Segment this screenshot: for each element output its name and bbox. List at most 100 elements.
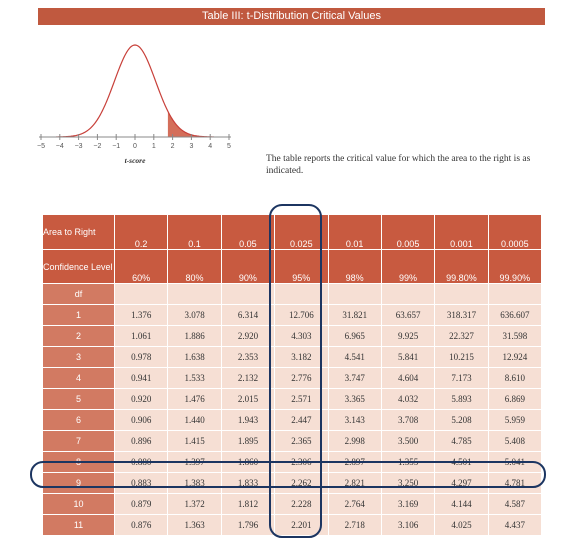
t-distribution-curve-chart: −5 −4 −3 −2 −1 0 1 2 3 4 5 t-score [37,44,231,165]
value-cell: 0.906 [113,409,169,431]
table-row: 1 1.376 3.078 6.314 12.706 31.821 63.657 318.31… [42,304,543,326]
value-cell: 4.303 [274,325,329,347]
df-cell: 3 [42,346,115,368]
x-tick-label: −1 [112,143,120,150]
value-cell: 4.541 [327,346,382,368]
value-cell: 2.447 [274,409,329,431]
highlight-column-0025 [269,204,322,538]
value-cell: 2.015 [220,388,276,410]
df-cell: 7 [42,430,115,452]
value-cell: 3.078 [167,304,222,326]
x-tick-label: 2 [171,143,175,150]
area-header-cell: 0.025 [274,214,329,250]
value-cell: 3.500 [380,430,436,452]
area-header-cell: 0.2 [113,214,169,250]
value-cell: 2.571 [274,388,329,410]
area-header-cell: 0.005 [380,214,436,250]
table-row: 11 0.876 1.363 1.796 2.201 2.718 3.106 4.025 4.4… [42,514,543,536]
blank-cell [274,283,329,305]
table-row: 9 0.883 1.383 1.833 2.262 2.821 3.250 4.297 4.78… [42,472,543,494]
x-axis-ticks: −5 −4 −3 −2 −1 0 1 2 3 4 5 [37,134,231,150]
value-cell: 12.706 [274,304,329,326]
area-header-cell: 0.01 [327,214,382,250]
table-row: 3 0.978 1.638 2.353 3.182 4.541 5.841 10.215 12.… [42,346,543,368]
table-row: 7 0.896 1.415 1.895 2.365 2.998 3.500 4.785 5.40… [42,430,543,452]
x-tick-label: 0 [133,143,137,150]
value-cell: 318.317 [434,304,489,326]
value-cell: 2.262 [274,472,329,494]
table-row: 2 1.061 1.886 2.920 4.303 6.965 9.925 22.327 31.… [42,325,543,347]
confidence-header-cell: 99.80% [434,249,489,284]
value-cell: 10.215 [434,346,489,368]
x-tick-label: −4 [56,143,64,150]
confidence-header-cell: 90% [220,249,276,284]
value-cell: 22.327 [434,325,489,347]
value-cell: 3.365 [327,388,382,410]
value-cell: 2.132 [220,367,276,389]
x-tick-label: 4 [208,143,212,150]
value-cell: 4.781 [487,472,543,494]
value-cell: 5.208 [434,409,489,431]
value-cell: 1.372 [167,493,222,515]
value-cell: 31.598 [487,325,543,347]
area-header-cell: 0.1 [167,214,222,250]
value-cell: 9.925 [380,325,436,347]
value-cell: 6.965 [327,325,382,347]
value-cell: 5.841 [380,346,436,368]
blank-cell [380,283,436,305]
area-to-right-label: Area to Right [42,214,115,250]
area-header-cell: 0.001 [434,214,489,250]
value-cell: 2.998 [327,430,382,452]
value-cell: 1.363 [167,514,222,536]
t-distribution-figure: −5 −4 −3 −2 −1 0 1 2 3 4 5 t-score [20,28,250,173]
confidence-header-cell: 80% [167,249,222,284]
value-cell: 4.025 [434,514,489,536]
df-cell: 5 [42,388,115,410]
x-tick-label: −5 [37,143,45,150]
blank-cell [220,283,276,305]
x-tick-label: −2 [93,143,101,150]
value-cell: 1.383 [167,472,222,494]
value-cell: 5.959 [487,409,543,431]
value-cell: 7.173 [434,367,489,389]
value-cell: 2.228 [274,493,329,515]
value-cell: 8.610 [487,367,543,389]
blank-cell [487,283,543,305]
value-cell: 4.437 [487,514,543,536]
confidence-level-label: Confidence Level [42,249,115,284]
value-cell: 1.533 [167,367,222,389]
df-cell: 10 [42,493,115,515]
table-title: Table III: t-Distribution Critical Value… [38,8,545,25]
value-cell: 2.718 [327,514,382,536]
value-cell: 1.943 [220,409,276,431]
value-cell: 2.365 [274,430,329,452]
confidence-header-cell: 60% [113,249,169,284]
value-cell: 0.978 [113,346,169,368]
blank-cell [434,283,489,305]
table-row: 4 0.941 1.533 2.132 2.776 3.747 4.604 7.173 8.61… [42,367,543,389]
df-cell: 2 [42,325,115,347]
value-cell: 0.896 [113,430,169,452]
value-cell: 4.587 [487,493,543,515]
value-cell: 2.353 [220,346,276,368]
value-cell: 0.920 [113,388,169,410]
table-row: 6 0.906 1.440 1.943 2.447 3.143 3.708 5.208 5.95… [42,409,543,431]
value-cell: 4.785 [434,430,489,452]
value-cell: 1.415 [167,430,222,452]
value-cell: 1.476 [167,388,222,410]
value-cell: 5.408 [487,430,543,452]
highlight-row-df9 [30,461,546,488]
value-cell: 63.657 [380,304,436,326]
confidence-header-cell: 99.90% [487,249,543,284]
df-cell: 1 [42,304,115,326]
table-row: 10 0.879 1.372 1.812 2.228 2.764 3.169 4.144 4.5… [42,493,543,515]
value-cell: 4.032 [380,388,436,410]
value-cell: 5.893 [434,388,489,410]
value-cell: 4.604 [380,367,436,389]
value-cell: 1.833 [220,472,276,494]
x-tick-label: 3 [189,143,193,150]
blank-cell [327,283,382,305]
value-cell: 3.106 [380,514,436,536]
confidence-header-cell: 99% [380,249,436,284]
value-cell: 6.314 [220,304,276,326]
